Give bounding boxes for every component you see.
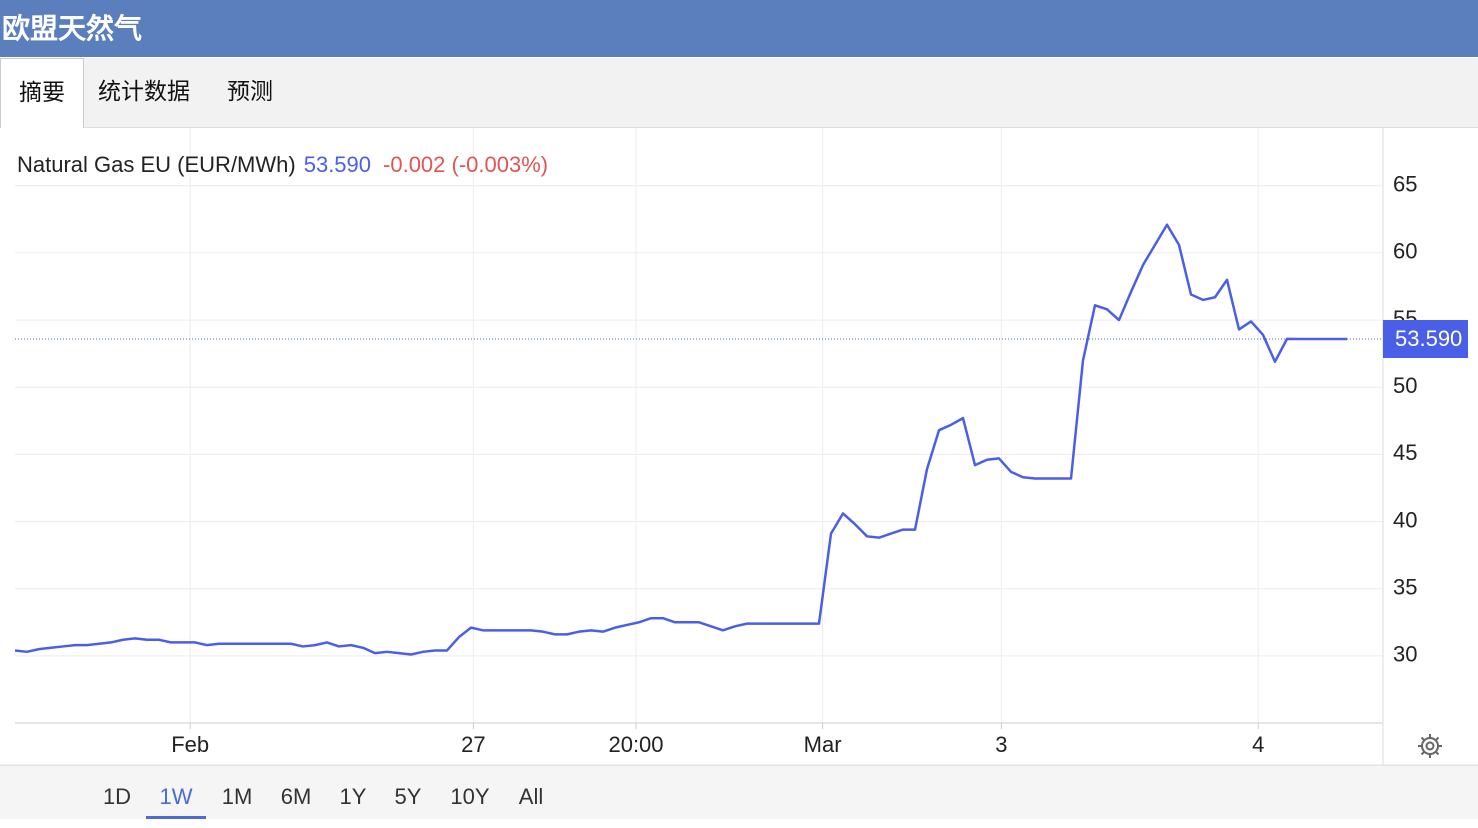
range-button[interactable]: 1Y	[339, 784, 367, 809]
legend-series-name: Natural Gas EU (EUR/MWh)	[17, 152, 296, 177]
x-tick-label: 4	[1252, 732, 1264, 757]
legend-change: -0.002 (-0.003%)	[383, 152, 548, 177]
tab-bar: 摘要 统计数据 预测	[0, 58, 1478, 129]
gear-teeth	[1418, 734, 1442, 758]
x-tick-label: Feb	[171, 732, 209, 757]
chart-background	[0, 128, 1478, 765]
range-button[interactable]: 1D	[102, 784, 132, 809]
x-tick-label: 20:00	[608, 732, 663, 757]
current-value-box	[1383, 320, 1468, 359]
legend: Natural Gas EU (EUR/MWh) 53.590 -0.002 (-0…	[17, 152, 548, 177]
tab[interactable]: 摘要	[0, 58, 84, 129]
y-tick-label: 40	[1393, 507, 1417, 532]
header-title: 欧盟天然气	[2, 13, 143, 44]
legend-price: 53.590	[304, 152, 371, 177]
x-tick-label: 3	[995, 732, 1007, 757]
y-tick-label: 60	[1393, 239, 1417, 264]
tab[interactable]: 预测	[227, 78, 273, 104]
y-tick-label: 30	[1393, 642, 1417, 667]
y-tick-label: 65	[1393, 172, 1417, 197]
range-button[interactable]: 5Y	[394, 784, 422, 809]
settings-icon[interactable]	[1418, 734, 1442, 758]
tab[interactable]: 统计数据	[98, 78, 190, 104]
range-button[interactable]: All	[518, 784, 544, 809]
range-button[interactable]: 10Y	[450, 784, 490, 809]
y-tick-label: 50	[1393, 373, 1417, 398]
y-tick-label: 35	[1393, 575, 1417, 600]
range-button[interactable]: 6M	[280, 784, 312, 809]
x-tick-label: 27	[461, 732, 485, 757]
range-bar: 1D 1W 1M 6M 1Y 5Y 10Y All	[0, 765, 1478, 819]
range-button[interactable]: 1W	[146, 766, 206, 819]
x-tick-label: Mar	[804, 732, 842, 757]
range-button[interactable]: 1M	[221, 784, 253, 809]
gear-hub	[1425, 741, 1435, 751]
current-value-label: 53.590	[1395, 326, 1462, 351]
header: 欧盟天然气	[0, 0, 1478, 57]
price-line	[14, 223, 1347, 656]
y-tick-label: 45	[1393, 440, 1417, 465]
